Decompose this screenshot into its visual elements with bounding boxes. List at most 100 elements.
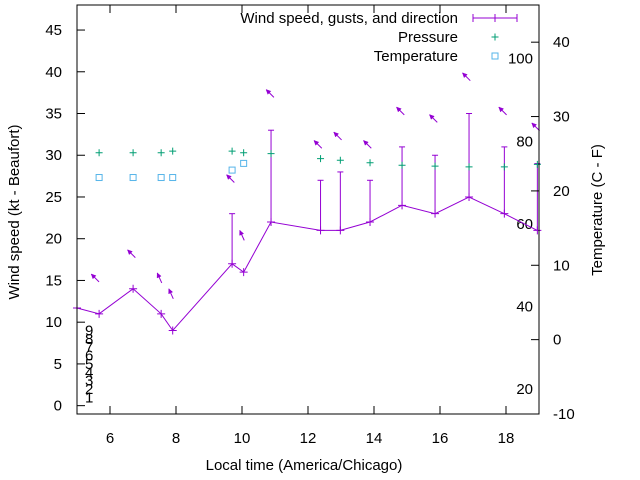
temperature-point [157,174,165,182]
x-tick-label: 14 [366,430,383,447]
pressure-point [431,162,439,170]
wind-point [129,284,138,293]
wind-point [239,268,248,277]
y-left-tick-label: 0 [54,398,62,415]
wind-point [157,309,166,318]
temperature-point [240,159,248,167]
beaufort-label: 9 [85,323,93,340]
wind-arrows [90,72,540,300]
temperature-point [228,166,236,174]
y-right-tick-label: 10 [553,257,570,274]
wind-arrow-head [462,72,468,79]
wind-point [168,326,177,335]
legend-label: Wind speed, gusts, and direction [240,10,458,27]
wind-arrow-head [429,114,435,120]
beaufort-label: 5 [85,356,93,373]
fahrenheit-label: 100 [508,51,533,68]
pressure-point [169,147,177,155]
fahrenheit-label: 20 [516,381,533,398]
x-tick-label: 16 [432,430,449,447]
x-tick-label: 8 [172,430,180,447]
wind-point [431,209,440,218]
y-right-tick-label: 30 [553,109,570,126]
y-right-tick-label: 20 [553,183,570,200]
pressure-point [240,149,248,157]
y-left-tick-label: 30 [45,147,62,164]
y-axis-right-title: Temperature (C - F) [589,144,606,276]
wind-arrow-head [498,106,504,113]
wind-arrow-head [90,273,97,280]
pressure-point [336,156,344,164]
wind-point [267,218,276,227]
x-tick-label: 6 [106,430,114,447]
pressure-point [398,161,406,169]
y-left-tick-label: 35 [45,106,62,123]
pressure-point [317,155,325,163]
x-tick-label: 10 [234,430,251,447]
temperature-point [169,174,177,182]
wind-arrow-head [156,272,162,279]
y-left-tick-label: 45 [45,22,62,39]
wind-point [336,226,345,235]
y-right-tick-label: 40 [553,34,570,51]
temperature-point [129,174,137,182]
wind-arrow-head [239,229,245,236]
fahrenheit-label: 40 [516,299,533,316]
pressure-point [228,147,236,155]
x-tick-label: 18 [498,430,515,447]
wind-point [316,226,325,235]
wind-arrow-head [127,249,133,256]
wind-point [500,209,509,218]
legend-label: Pressure [398,29,458,46]
wind-point [95,309,104,318]
y-right-tick-label: 0 [553,332,561,349]
beaufort-label: 4 [85,364,93,381]
wind-speed-line [76,196,538,332]
y-left-tick-label: 5 [54,356,62,373]
beaufort-label: 6 [85,348,93,365]
pressure-point [533,160,541,168]
pressure-point [366,159,374,167]
wind-point [398,201,407,210]
wind-arrow-head [396,106,402,113]
wind-point [228,259,237,268]
wind-arrow-head [333,131,339,138]
axes: 6 8 10 12 14 16 18051015202530354045-100102030… [45,5,575,447]
beaufort-label: 1 [85,389,93,406]
pressure-point [129,149,137,157]
y-left-tick-label: 10 [45,314,62,331]
legend-wind-marker [491,14,499,22]
y-axis-left-title: Wind speed (kt - Beaufort) [6,124,23,299]
wind-arrow-head [265,89,272,95]
pressure-point [465,163,473,171]
wind-arrow-head [226,174,232,180]
y-left-tick-label: 40 [45,64,62,81]
y-left-tick-label: 20 [45,231,62,248]
beaufort-label: 8 [85,331,93,348]
pressure-point [267,150,275,158]
pressure-point [95,149,103,157]
wind-arrow-head [363,140,369,146]
wind-point [533,226,542,235]
legend: Wind speed, gusts, and direction Pressure… [240,10,518,65]
pressure-point [500,163,508,171]
temperature-point [95,174,103,182]
wind-point [465,192,474,201]
x-axis-title: Local time (America/Chicago) [206,457,403,474]
wind-arrow-head [531,122,537,129]
y-left-tick-label: 25 [45,189,62,206]
pressure-point [157,149,165,157]
legend-temperature-marker [491,52,499,60]
beaufort-label: 3 [85,373,93,390]
legend-pressure-marker [491,33,499,41]
fahrenheit-label: 80 [516,133,533,150]
beaufort-label: 7 [85,339,93,356]
x-tick-label: 12 [300,430,317,447]
wind-point [366,218,375,227]
y-right-tick-label: -10 [553,406,575,423]
wind-arrow-head [313,140,320,146]
